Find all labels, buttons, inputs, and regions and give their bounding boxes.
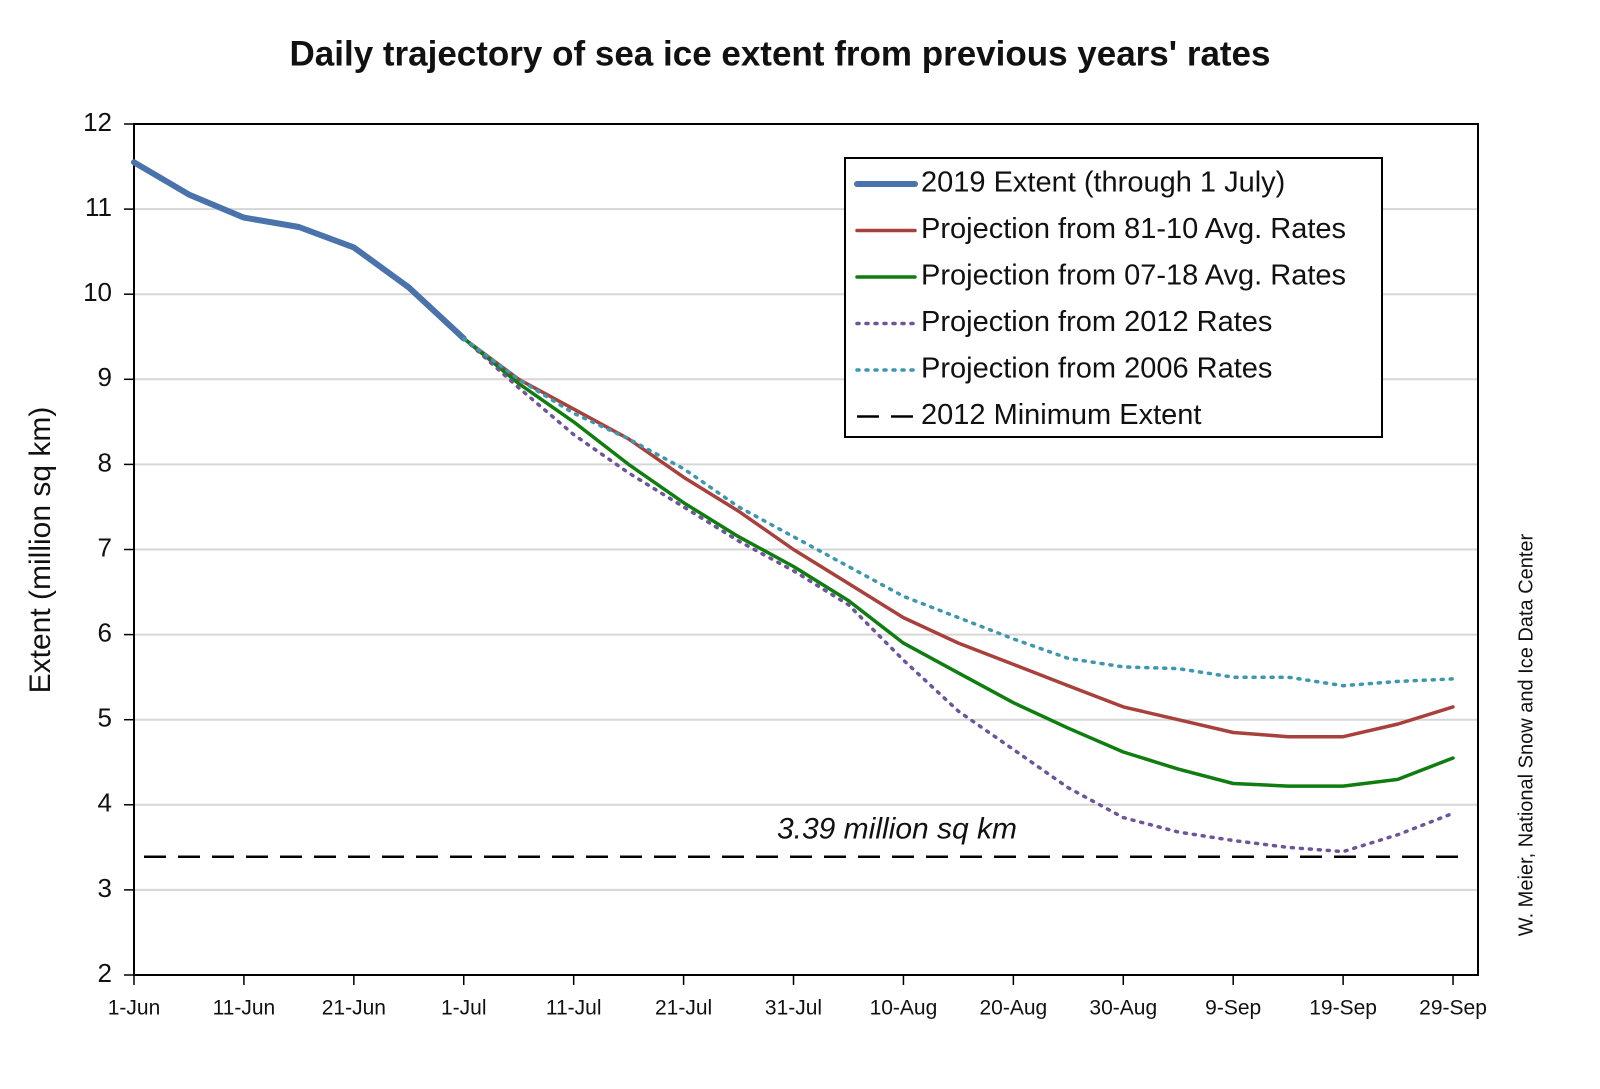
annotation: 3.39 million sq km	[777, 813, 1017, 846]
credit: W. Meier, National Snow and Ice Data Cen…	[1515, 533, 1537, 936]
legend-label: Projection from 07-18 Avg. Rates	[921, 260, 1346, 292]
y-axis-label: Extent (million sq km)	[24, 407, 57, 694]
y-tick-label: 9	[98, 362, 112, 392]
x-tick-label: 11-Jul	[546, 997, 602, 1020]
x-tick-label: 21-Jun	[322, 997, 386, 1020]
x-tick-label: 10-Aug	[870, 997, 938, 1020]
series-line	[462, 336, 1455, 854]
plot-frame	[133, 123, 1479, 976]
x-tick-label: 9-Sep	[1205, 997, 1261, 1020]
series-line	[462, 336, 1455, 788]
y-tick-label: 4	[98, 788, 112, 818]
x-tick-label: 31-Jul	[765, 997, 822, 1020]
series-line	[462, 336, 1455, 688]
x-tick-label: 1-Jul	[441, 997, 487, 1020]
x-tick-label: 1-Jun	[108, 997, 161, 1020]
legend-label: Projection from 2006 Rates	[921, 353, 1272, 385]
x-tick-label: 29-Sep	[1419, 997, 1487, 1020]
legend-box	[844, 157, 1383, 438]
y-tick-label: 2	[98, 958, 112, 988]
y-tick-label: 8	[98, 447, 112, 477]
y-tick-label: 3	[98, 873, 112, 903]
legend-label: 2012 Minimum Extent	[921, 399, 1201, 431]
x-tick-label: 21-Jul	[655, 997, 712, 1020]
series-line	[131, 159, 467, 342]
y-tick-label: 12	[83, 107, 112, 137]
x-tick-label: 20-Aug	[980, 997, 1048, 1020]
y-tick-label: 11	[85, 192, 112, 222]
x-tick-label: 11-Jun	[213, 997, 276, 1020]
y-tick-label: 7	[98, 532, 112, 562]
x-tick-label: 30-Aug	[1089, 997, 1157, 1020]
y-tick-label: 5	[98, 703, 112, 733]
chart-title: Daily trajectory of sea ice extent from …	[290, 34, 1271, 73]
x-tick-label: 19-Sep	[1309, 997, 1377, 1020]
series-line	[462, 336, 1455, 739]
legend-label: Projection from 81-10 Avg. Rates	[921, 213, 1346, 245]
legend-label: 2019 Extent (through 1 July)	[921, 167, 1285, 199]
legend-label: Projection from 2012 Rates	[921, 306, 1272, 338]
y-tick-label: 10	[83, 277, 112, 307]
y-tick-label: 6	[98, 617, 112, 647]
